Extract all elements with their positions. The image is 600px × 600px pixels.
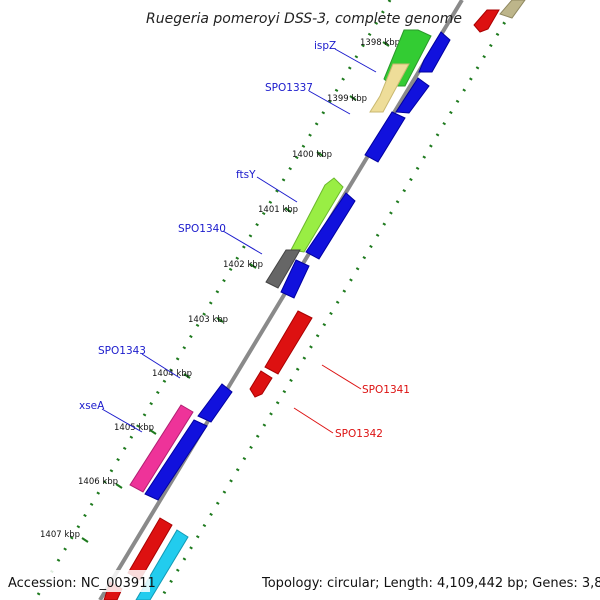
footer-accession-bg (4, 570, 150, 592)
tick-mark (284, 207, 292, 213)
tick-label-1398: 1398 kbp (360, 38, 400, 48)
label-ftsY[interactable]: ftsY (236, 169, 256, 181)
tick-mark (183, 373, 191, 379)
map-title: Ruegeria pomeroyi DSS-3, complete genome (146, 11, 462, 27)
tick-label-1407: 1407 kbp (40, 530, 80, 540)
footer-summary-bg (258, 570, 596, 592)
blue-genes (135, 31, 451, 600)
gene-blue-7[interactable] (144, 419, 208, 501)
gene-spo1342[interactable] (249, 370, 273, 398)
footer-accession: Accession: NC_003911 (8, 576, 156, 591)
leader-spo1343 (141, 353, 181, 379)
leader-spo1337 (308, 90, 351, 115)
gene-red-top[interactable] (473, 9, 500, 33)
tick-mark (149, 429, 157, 435)
reverse-strand-genes (249, 0, 526, 398)
leader-ispZ (334, 48, 377, 73)
leader-xseA (101, 408, 143, 433)
label-ispZ[interactable]: ispZ (314, 40, 336, 52)
label-spo1342[interactable]: SPO1342 (335, 428, 383, 440)
inner-dotted-track (33, 0, 392, 600)
footer-summary: Topology: circular; Length: 4,109,442 bp… (261, 576, 600, 591)
label-spo1341[interactable]: SPO1341 (362, 384, 410, 396)
gene-spo1340[interactable] (265, 249, 301, 289)
gene-blue-6[interactable] (197, 383, 233, 423)
scale-ticks: 1398 kbp 1399 kbp 1400 kbp 1401 kbp 1402… (40, 38, 400, 543)
gene-spo1341[interactable] (264, 310, 313, 375)
tick-mark (316, 151, 324, 157)
callout-lines (101, 48, 377, 434)
gene-ftsY[interactable] (290, 177, 344, 253)
label-spo1340[interactable]: SPO1340 (178, 223, 226, 235)
leader-spo1340 (222, 230, 263, 255)
tick-label-1403: 1403 kbp (188, 315, 228, 325)
tick-label-1406: 1406 kbp (78, 477, 118, 487)
genome-backbone (98, 0, 464, 600)
label-spo1337[interactable]: SPO1337 (265, 82, 313, 94)
leader-spo1342 (293, 407, 334, 434)
gene-blue-2[interactable] (395, 77, 430, 114)
gene-blue-3[interactable] (364, 111, 406, 163)
tick-mark (81, 537, 89, 543)
gene-blue-5[interactable] (280, 259, 310, 299)
tick-mark (349, 95, 357, 101)
gene-khaki-top[interactable] (499, 0, 526, 19)
label-spo1343[interactable]: SPO1343 (98, 345, 146, 357)
leader-spo1341 (321, 364, 362, 390)
outer-dotted-track (158, 0, 520, 600)
tick-label-1399: 1399 kbp (327, 94, 367, 104)
gene-blue-1[interactable] (418, 31, 451, 73)
tick-label-1405: 1405 kbp (114, 423, 154, 433)
tick-mark (216, 317, 224, 323)
tick-label-1404: 1404 kbp (152, 369, 192, 379)
tick-mark (382, 41, 390, 47)
gene-xseA[interactable] (129, 404, 194, 493)
gene-blue-4[interactable] (305, 192, 356, 260)
gene-spo1337[interactable] (369, 63, 410, 113)
leader-ftsY (256, 176, 298, 203)
label-xseA[interactable]: xseA (79, 400, 105, 412)
tick-label-1402: 1402 kbp (223, 260, 263, 270)
tick-label-1401: 1401 kbp (258, 205, 298, 215)
gene-labels: ispZ SPO1337 ftsY SPO1340 SPO1343 xseA S… (79, 40, 410, 440)
tick-mark (115, 483, 123, 489)
tick-label-1400: 1400 kbp (292, 150, 332, 160)
tick-mark (249, 263, 257, 269)
